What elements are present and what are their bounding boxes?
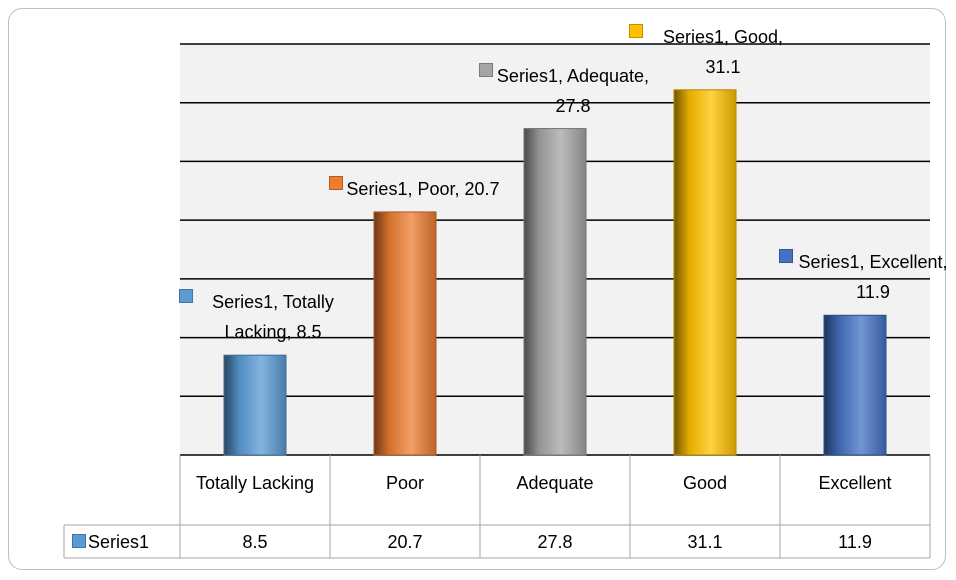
series-name: Series1	[496, 65, 558, 86]
category-text: Poor	[385, 473, 425, 493]
category-text: Adequate	[516, 473, 594, 493]
bar	[223, 354, 287, 456]
category-label: Poor	[340, 469, 470, 497]
legend-key	[72, 534, 86, 548]
series-name: Series1	[798, 252, 860, 273]
category-text: Totally Lacking	[195, 473, 315, 493]
bar	[523, 128, 587, 456]
legend-key	[479, 62, 493, 77]
legend-key	[629, 23, 643, 38]
table-value: 20.7	[387, 532, 423, 552]
value: 27.8	[555, 95, 591, 116]
data-label: Series1, Good, 31.1	[643, 22, 803, 82]
separator: ,	[778, 26, 784, 47]
category-text: Excellent	[818, 473, 892, 493]
category-label: Adequate	[490, 469, 620, 497]
category: Totally Lacking	[224, 292, 334, 343]
category-text: Good	[682, 473, 728, 493]
bar	[823, 314, 887, 456]
table-value: 11.9	[838, 532, 872, 552]
value: 31.1	[705, 56, 741, 77]
series-name: Series1	[662, 26, 724, 47]
data-label: Series1, Excellent, 11.9	[793, 247, 953, 307]
separator: ,	[557, 65, 567, 86]
series-name: Series1	[88, 532, 150, 552]
table-value: 27.8	[537, 532, 573, 552]
chart-frame	[8, 8, 946, 570]
separator: ,	[407, 178, 418, 199]
series-name: Series1	[346, 178, 408, 199]
data-label: Series1, Totally Lacking, 8.5	[193, 287, 353, 347]
value: 8.5	[296, 322, 322, 343]
separator: ,	[859, 252, 870, 273]
category-label: Good	[640, 469, 770, 497]
value: 20.7	[464, 178, 500, 199]
category-label: Totally Lacking	[190, 469, 320, 497]
data-label: Series1, Adequate, 27.8	[493, 61, 653, 121]
legend-key	[779, 249, 793, 264]
category: Adequate	[566, 65, 645, 86]
value: 11.9	[856, 282, 890, 303]
separator: ,	[454, 178, 465, 199]
table-value: 31.1	[687, 532, 723, 552]
separator: ,	[942, 252, 948, 273]
category: Poor	[417, 178, 455, 199]
separator: ,	[644, 65, 650, 86]
series-label: Series1	[88, 528, 149, 556]
category: Excellent	[869, 252, 943, 273]
series-name: Series1	[212, 292, 274, 313]
category: Good	[733, 26, 779, 47]
data-label: Series1, Poor, 20.7	[343, 174, 503, 204]
bar	[373, 211, 437, 456]
table-value: 8.5	[242, 532, 268, 552]
separator: ,	[286, 322, 297, 343]
legend-key	[329, 175, 343, 190]
legend-key	[179, 289, 193, 304]
separator: ,	[273, 292, 283, 313]
separator: ,	[723, 26, 734, 47]
bar	[673, 89, 737, 456]
category-label: Excellent	[790, 469, 920, 497]
